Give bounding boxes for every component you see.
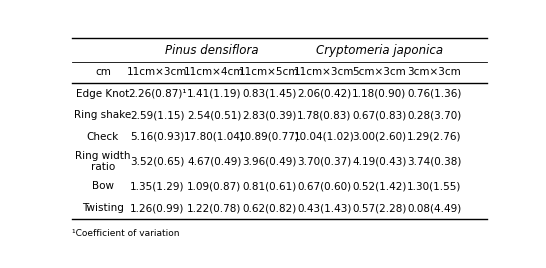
Text: 5cm×3cm: 5cm×3cm <box>352 67 406 77</box>
Text: ¹Coefficient of variation: ¹Coefficient of variation <box>73 229 180 238</box>
Text: 0.67(0.60): 0.67(0.60) <box>297 181 351 191</box>
Text: Ring shake: Ring shake <box>74 110 132 120</box>
Text: 3cm×3cm: 3cm×3cm <box>407 67 461 77</box>
Text: 5.16(0.93): 5.16(0.93) <box>130 132 185 142</box>
Text: 2.54(0.51): 2.54(0.51) <box>187 110 241 120</box>
Text: 0.81(0.61): 0.81(0.61) <box>242 181 296 191</box>
Text: 4.67(0.49): 4.67(0.49) <box>187 157 241 167</box>
Text: 2.26(0.87)¹: 2.26(0.87)¹ <box>128 88 186 99</box>
Text: 10.04(1.02): 10.04(1.02) <box>294 132 355 142</box>
Text: 11cm×3cm: 11cm×3cm <box>294 67 354 77</box>
Text: cm: cm <box>95 67 111 77</box>
Text: 0.83(1.45): 0.83(1.45) <box>242 88 296 99</box>
Text: Bow: Bow <box>92 181 114 191</box>
Text: 3.70(0.37): 3.70(0.37) <box>297 157 352 167</box>
Text: 17.80(1.04): 17.80(1.04) <box>184 132 245 142</box>
Text: 0.62(0.82): 0.62(0.82) <box>242 203 296 213</box>
Text: 11cm×5cm: 11cm×5cm <box>239 67 299 77</box>
Text: 11cm×4cm: 11cm×4cm <box>184 67 245 77</box>
Text: 2.59(1.15): 2.59(1.15) <box>130 110 185 120</box>
Text: 4.19(0.43): 4.19(0.43) <box>352 157 406 167</box>
Text: 3.74(0.38): 3.74(0.38) <box>407 157 461 167</box>
Text: 0.08(4.49): 0.08(4.49) <box>407 203 461 213</box>
Text: 1.35(1.29): 1.35(1.29) <box>130 181 185 191</box>
Text: 1.22(0.78): 1.22(0.78) <box>187 203 241 213</box>
Text: 1.41(1.19): 1.41(1.19) <box>187 88 241 99</box>
Text: 2.83(0.39): 2.83(0.39) <box>242 110 296 120</box>
Text: 1.26(0.99): 1.26(0.99) <box>130 203 185 213</box>
Text: Cryptomeria japonica: Cryptomeria japonica <box>316 44 443 57</box>
Text: 1.30(1.55): 1.30(1.55) <box>407 181 461 191</box>
Text: 0.28(3.70): 0.28(3.70) <box>407 110 461 120</box>
Text: Twisting: Twisting <box>82 203 124 213</box>
Text: Edge Knot: Edge Knot <box>76 88 129 99</box>
Text: 0.52(1.42): 0.52(1.42) <box>352 181 406 191</box>
Text: 0.57(2.28): 0.57(2.28) <box>352 203 406 213</box>
Text: 0.67(0.83): 0.67(0.83) <box>352 110 406 120</box>
Text: 10.89(0.77): 10.89(0.77) <box>239 132 300 142</box>
Text: 1.09(0.87): 1.09(0.87) <box>187 181 241 191</box>
Text: 3.52(0.65): 3.52(0.65) <box>130 157 185 167</box>
Text: 1.18(0.90): 1.18(0.90) <box>352 88 406 99</box>
Text: 2.06(0.42): 2.06(0.42) <box>297 88 352 99</box>
Text: 1.29(2.76): 1.29(2.76) <box>407 132 461 142</box>
Text: 3.96(0.49): 3.96(0.49) <box>242 157 296 167</box>
Text: 11cm×3cm: 11cm×3cm <box>127 67 187 77</box>
Text: Pinus densiflora: Pinus densiflora <box>165 44 259 57</box>
Text: Check: Check <box>87 132 119 142</box>
Text: Ring width
ratio: Ring width ratio <box>75 151 130 172</box>
Text: 0.43(1.43): 0.43(1.43) <box>297 203 352 213</box>
Text: 0.76(1.36): 0.76(1.36) <box>407 88 461 99</box>
Text: 1.78(0.83): 1.78(0.83) <box>297 110 352 120</box>
Text: 3.00(2.60): 3.00(2.60) <box>352 132 406 142</box>
